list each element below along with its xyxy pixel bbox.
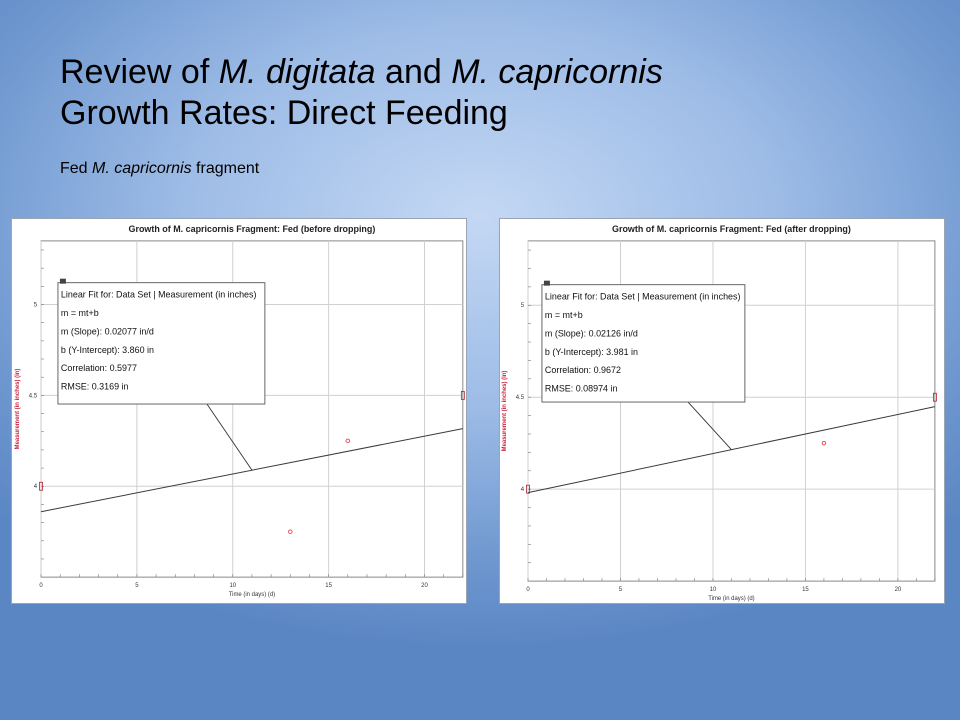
x-tick-label: 0 — [39, 583, 43, 589]
data-point — [526, 484, 530, 494]
x-tick-label: 10 — [229, 583, 236, 589]
annotation-box — [541, 284, 746, 403]
x-tick-label: 10 — [710, 587, 717, 593]
subtitle-species: M. capricornis — [92, 160, 192, 177]
y-axis-label: Measurement (in inches) (in) — [502, 371, 508, 452]
x-axis-label: Time (in days) (d) — [708, 596, 754, 602]
annotation-line: Linear Fit for: Data Set | Measurement (… — [545, 292, 741, 302]
chart-svg-before: 0 5 10 15 20 4 4.5 5 Growth of M. capricornis Fr… — [15, 224, 465, 598]
data-point — [345, 438, 351, 444]
y-tick-label: 4 — [521, 487, 525, 493]
annotation-handle-icon — [59, 278, 66, 284]
y-tick-label: 5 — [34, 302, 38, 308]
annotation-pointer — [687, 401, 732, 450]
data-point — [460, 391, 465, 400]
fit-line — [527, 406, 935, 494]
y-tick-label: 4.5 — [29, 393, 38, 399]
x-axis-label: Time (in days) (d) — [229, 592, 275, 598]
slide-subtitle: Fed M. capricornis fragment — [60, 160, 259, 178]
subtitle-part: fragment — [191, 160, 260, 177]
chart-svg-after: 0 5 10 15 20 4 4.5 5 Growth of M. capricornis Fr… — [502, 224, 937, 602]
title-species-digitata: M. digitata — [218, 53, 376, 91]
annotation-line: Correlation: 0.9672 — [545, 365, 621, 375]
annotation-line: RMSE: 0.3169 in — [61, 382, 129, 392]
x-tick-label: 0 — [526, 587, 530, 593]
annotation-line: m (Slope): 0.02126 in/d — [545, 328, 638, 338]
annotation-line: m = mt+b — [61, 308, 99, 318]
title-part: and — [375, 53, 452, 91]
chart-before-dropping: 0 5 10 15 20 4 4.5 5 Growth of M. capricornis Fr… — [11, 218, 467, 604]
x-tick-label: 5 — [135, 583, 139, 589]
annotation-line: Correlation: 0.5977 — [61, 363, 137, 373]
annotation-line: b (Y-Intercept): 3.981 in — [545, 347, 638, 357]
subtitle-part: Fed — [60, 160, 93, 177]
y-tick-label: 5 — [521, 303, 525, 309]
annotation-line: m = mt+b — [545, 310, 583, 320]
y-axis-label: Measurement (in inches) (in) — [15, 369, 21, 450]
chart-title: Growth of M. capricornis Fragment: Fed (… — [129, 224, 376, 234]
data-point — [821, 440, 827, 446]
annotation-box — [57, 282, 266, 405]
x-tick-label: 5 — [619, 587, 623, 593]
title-species-capricornis: M. capricornis — [451, 53, 663, 91]
x-tick-label: 20 — [421, 583, 428, 589]
annotation-handle-icon — [543, 280, 550, 286]
y-tick-label: 4 — [34, 484, 38, 490]
annotation-line: m (Slope): 0.02077 in/d — [61, 326, 154, 336]
y-tick-label: 4.5 — [516, 395, 525, 401]
data-point — [933, 392, 937, 402]
x-tick-label: 15 — [802, 587, 809, 593]
x-tick-label: 15 — [325, 583, 332, 589]
annotation-line: b (Y-Intercept): 3.860 in — [61, 345, 154, 355]
slide-title: Review of M. digitata and M. capricornis… — [60, 52, 663, 134]
data-point — [288, 529, 293, 534]
annotation-line: RMSE: 0.08974 in — [545, 384, 618, 394]
data-point — [39, 481, 43, 491]
title-line-2: Growth Rates: Direct Feeding — [60, 94, 508, 132]
annotation-line: Linear Fit for: Data Set | Measurement (… — [61, 290, 257, 300]
chart-title: Growth of M. capricornis Fragment: Fed (… — [612, 224, 851, 234]
x-tick-label: 20 — [895, 587, 902, 593]
chart-after-dropping: 0 5 10 15 20 4 4.5 5 Growth of M. capricornis Fr… — [499, 218, 945, 604]
annotation-pointer — [206, 403, 253, 471]
title-part: Review of — [60, 53, 219, 91]
